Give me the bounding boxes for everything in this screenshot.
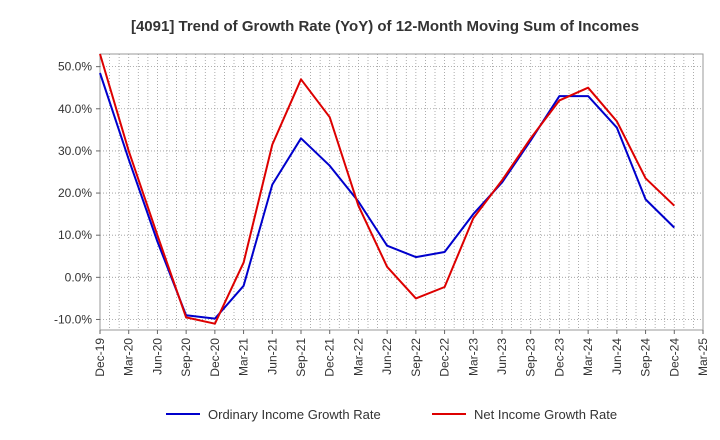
series-lines bbox=[99, 53, 676, 325]
legend: Ordinary Income Growth Rate Net Income Gr… bbox=[166, 407, 617, 422]
x-tick-label: Jun-24 bbox=[610, 338, 624, 375]
x-tick-label: Sep-21 bbox=[294, 338, 308, 377]
x-tick-label: Sep-22 bbox=[409, 338, 423, 377]
x-tick-label: Sep-23 bbox=[524, 338, 538, 377]
legend-label: Ordinary Income Growth Rate bbox=[208, 407, 381, 422]
x-tick-label: Mar-24 bbox=[581, 338, 595, 376]
x-tick-label: Dec-24 bbox=[667, 338, 681, 377]
x-tick-label: Sep-24 bbox=[639, 338, 653, 377]
y-axis: -10.0% 0.0% 10.0% 20.0% 30.0% 40.0% 50.0% bbox=[54, 60, 100, 326]
x-tick-label: Jun-23 bbox=[495, 338, 509, 375]
x-tick-label: Mar-21 bbox=[237, 338, 251, 376]
x-tick-label: Jun-22 bbox=[380, 338, 394, 375]
plot-area bbox=[99, 53, 704, 331]
x-tick-label: Mar-25 bbox=[696, 338, 710, 376]
x-tick-label: Mar-23 bbox=[466, 338, 480, 376]
x-tick-label: Jun-21 bbox=[265, 338, 279, 375]
x-tick-label: Jun-20 bbox=[150, 338, 164, 375]
y-tick-label: 30.0% bbox=[58, 144, 92, 158]
x-tick-label: Mar-22 bbox=[351, 338, 365, 376]
y-tick-label: 50.0% bbox=[58, 60, 92, 74]
y-tick-label: 40.0% bbox=[58, 102, 92, 116]
series-line-2 bbox=[99, 53, 675, 325]
x-tick-label: Dec-20 bbox=[208, 338, 222, 377]
x-tick-label: Dec-23 bbox=[552, 338, 566, 377]
x-axis: Dec-19 Mar-20 Jun-20 Sep-20 Dec-20 Mar-21 Jun-… bbox=[93, 330, 710, 377]
y-tick-label: 0.0% bbox=[65, 270, 93, 284]
grid bbox=[100, 54, 703, 330]
x-tick-label: Dec-19 bbox=[93, 338, 107, 377]
y-tick-label: 10.0% bbox=[58, 228, 92, 242]
x-tick-label: Sep-20 bbox=[179, 338, 193, 377]
x-tick-label: Dec-21 bbox=[323, 338, 337, 377]
series-line-1 bbox=[99, 72, 676, 320]
y-tick-label: -10.0% bbox=[54, 312, 92, 326]
legend-label: Net Income Growth Rate bbox=[474, 407, 617, 422]
x-tick-label: Dec-22 bbox=[438, 338, 452, 377]
chart-title: [4091] Trend of Growth Rate (YoY) of 12-… bbox=[131, 18, 639, 35]
x-tick-label: Mar-20 bbox=[122, 338, 136, 376]
y-tick-label: 20.0% bbox=[58, 186, 92, 200]
